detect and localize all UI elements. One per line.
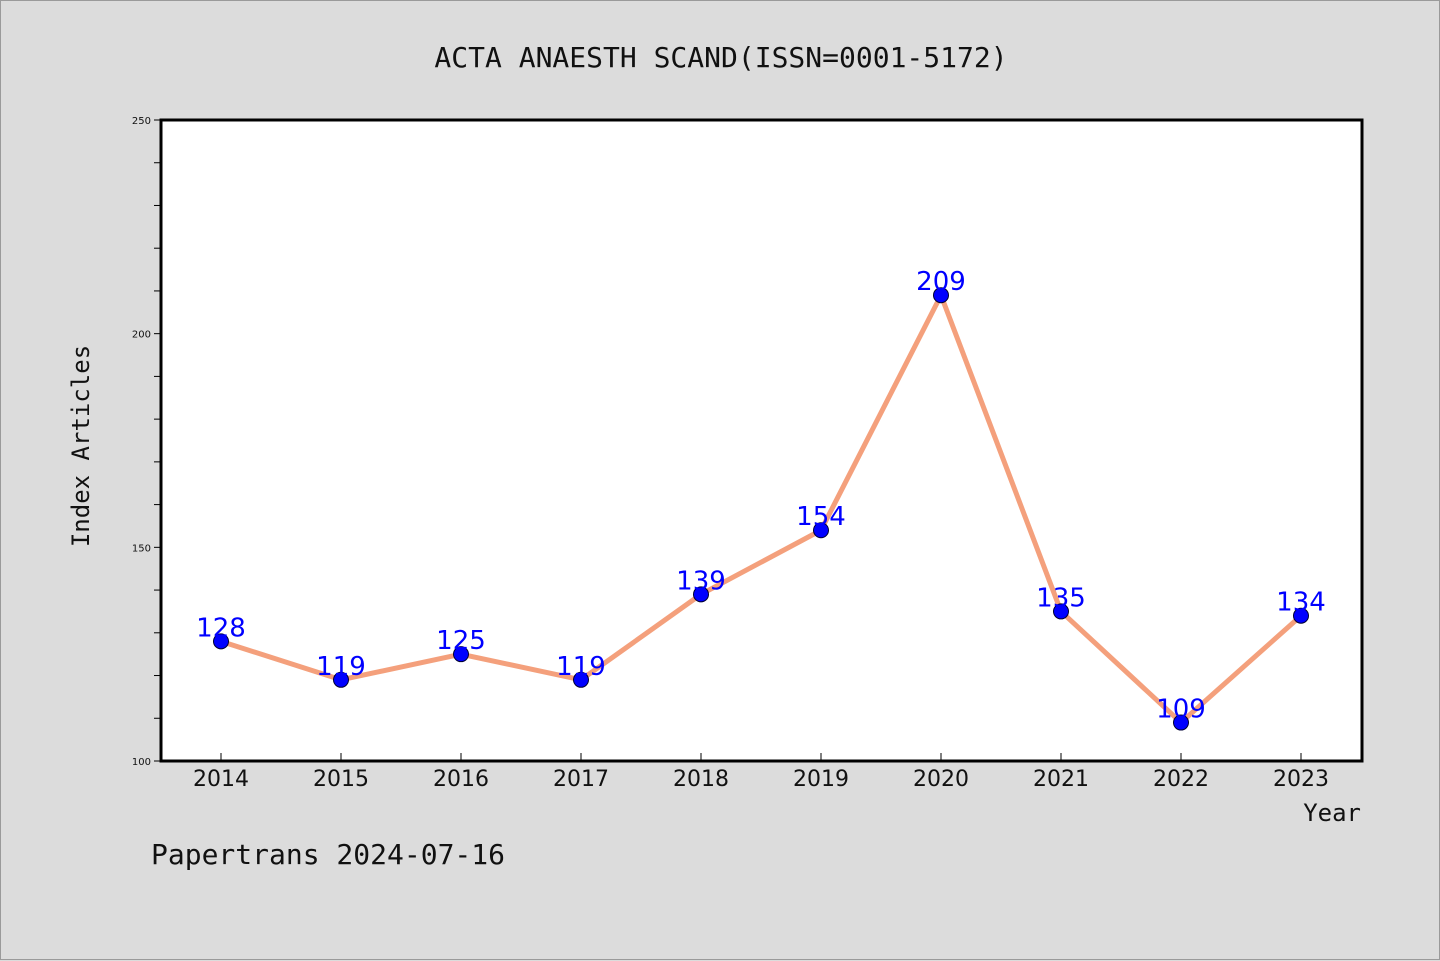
y-tick-label: 250 [132,116,151,127]
data-point [453,646,469,663]
data-label: 209 [916,267,966,297]
data-labels: 128 119 125 119 139 154 209 135 109 134 [196,267,1326,724]
data-point [213,633,229,650]
data-point [1053,603,1069,620]
data-label: 154 [796,502,846,532]
x-tick-label: 2016 [433,767,489,792]
y-tick-label: 150 [132,543,151,554]
data-label: 119 [316,652,366,682]
y-tick-label: 200 [132,330,151,341]
x-tick-label: 2018 [673,767,729,792]
data-point [573,671,589,688]
data-label: 139 [676,566,726,596]
series-line [220,292,1303,726]
x-axis: 2014 2015 2016 2017 2018 2019 2020 2021 2022 2023 [193,753,1329,792]
y-axis-title: Index Articles [67,345,95,547]
y-axis: 100 150 200 250 [132,116,161,768]
data-label: 134 [1276,588,1326,618]
y-tick-label: 100 [132,757,151,768]
x-tick-label: 2022 [1153,767,1209,792]
x-tick-label: 2015 [313,767,369,792]
x-tick-label: 2014 [193,767,249,792]
data-point [693,586,709,603]
data-label: 119 [556,652,606,682]
x-tick-label: 2021 [1033,767,1089,792]
data-label: 109 [1156,695,1206,725]
data-label: 135 [1036,583,1086,613]
data-point [1173,714,1189,731]
x-tick-label: 2019 [793,767,849,792]
data-point [1293,607,1309,624]
data-point [813,522,829,539]
data-point [933,287,949,304]
x-tick-label: 2017 [553,767,609,792]
data-label: 125 [436,626,486,656]
series-line-group [213,287,1309,731]
plot-area [159,118,1364,763]
data-point [333,671,349,688]
footer-source: Papertrans 2024-07-16 [151,838,505,871]
chart-title: ACTA ANAESTH SCAND(ISSN=0001-5172) [434,41,1007,74]
data-label: 128 [196,613,246,643]
x-tick-label: 2023 [1273,767,1329,792]
x-axis-title: Year [1303,799,1361,827]
x-tick-label: 2020 [913,767,969,792]
